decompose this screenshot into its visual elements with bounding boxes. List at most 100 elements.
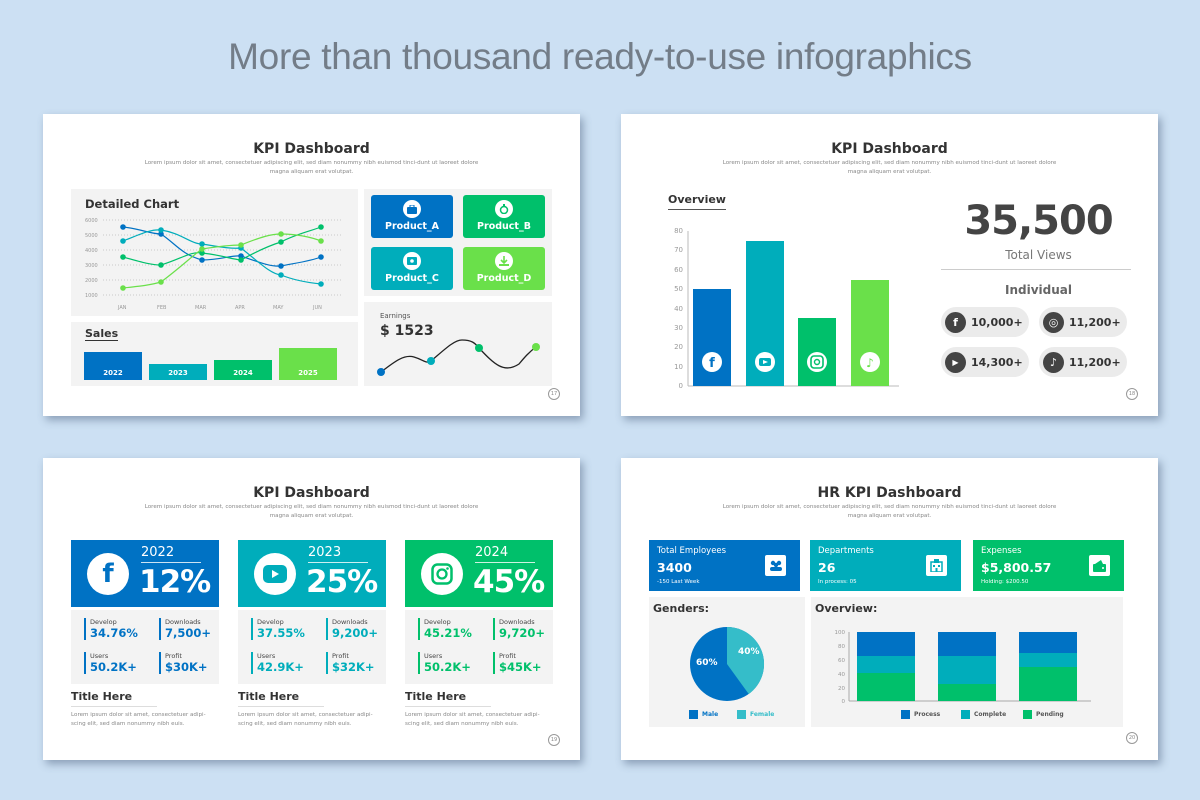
slide-subtitle: Lorem ipsum dolor sit amet, consectetuer… [144,504,479,519]
tiktok-icon: ♪ [1043,351,1064,373]
sales-bar: 2023 [149,364,207,380]
svg-text:3000: 3000 [85,263,98,269]
legend-pending: Pending [1023,710,1064,719]
svg-text:1000: 1000 [85,293,98,299]
overview-bar-chart: 80 70 60 50 40 30 20 10 0 f ♪ [674,227,899,390]
card-year: 2022 [141,545,201,563]
product-c-button[interactable]: Product_C [371,247,453,290]
stat-develop: Develop 37.55% [251,618,305,640]
svg-text:70: 70 [674,246,683,254]
stat-develop: Develop 34.76% [84,618,138,640]
download-icon [495,252,513,270]
svg-text:APR: APR [235,305,245,311]
divider [238,706,324,707]
product-label: Product_D [476,273,532,284]
users-icon [765,555,786,576]
card-percent: 12% [139,564,211,600]
kpi-value: $5,800.57 [981,560,1052,575]
briefcase-icon [403,200,421,218]
page-number: 18 [1126,388,1138,400]
card-description: Lorem ipsum dolor sit amet, consectetuer… [238,712,373,727]
total-employees-card: Total Employees 3400 -150 Last Week [649,540,800,591]
detailed-chart-title: Detailed Chart [85,197,180,211]
svg-text:40: 40 [674,305,683,313]
instagram-icon: ◎ [1043,311,1064,333]
kpi-card-2023: 2023 25% Develop 37.55% Downloads 9,200+ U… [238,540,386,729]
kpi-sub: -150 Last Week [657,579,700,585]
svg-text:80: 80 [838,644,845,650]
kpi-sub: Holding: $200.50 [981,579,1029,585]
youtube-icon: ▶ [945,351,966,373]
kpi-card-2024: 2024 45% Develop 45.21% Downloads 9,720+ U… [405,540,553,729]
youtube-icon [254,553,296,595]
stat-profit: Profit $30K+ [159,652,208,674]
detailed-chart-panel: Detailed Chart 6000 5000 4000 3000 2000 1000… [71,189,358,316]
sales-bar: 2025 [279,348,337,380]
male-percent: 60% [696,658,718,668]
pill-value: 10,000+ [971,315,1023,329]
slide-kpi-dashboard-17: KPI Dashboard Lorem ipsum dolor sit amet… [43,114,580,416]
product-a-button[interactable]: Product_A [371,195,453,238]
product-label: Product_B [477,221,531,232]
facebook-icon: f [87,553,129,595]
product-b-button[interactable]: Product_B [463,195,545,238]
total-views-value: 35,500 [964,198,1113,244]
stat-downloads: Downloads 9,200+ [326,618,378,640]
earnings-sparkline [377,339,540,376]
slide-subtitle: Lorem ipsum dolor sit amet, consectetuer… [144,160,479,175]
svg-text:♪: ♪ [866,356,874,370]
sales-bar-chart: 2022 2023 2024 2025 [84,346,340,380]
legend-process: Process [901,710,940,719]
svg-text:0: 0 [679,382,683,390]
hr-stacked-bar-chart: 100 80 60 40 20 0 [835,630,1091,705]
svg-text:30: 30 [674,324,683,332]
card-percent: 25% [306,564,378,600]
svg-text:0: 0 [842,699,846,705]
svg-text:40: 40 [838,672,845,678]
instagram-icon [421,553,463,595]
legend-male: Male [689,710,718,719]
sales-bar: 2022 [84,352,142,380]
genders-title: Genders: [653,602,710,615]
slide-subtitle: Lorem ipsum dolor sit amet, consectetuer… [722,160,1057,175]
genders-pie-chart [690,627,765,701]
total-views-label: Total Views [1005,248,1072,262]
slide-title: KPI Dashboard [831,141,948,157]
page-number: 20 [1126,732,1138,744]
svg-text:5000: 5000 [85,233,98,239]
kpi-value: 3400 [657,560,692,575]
card-stats: Develop 45.21% Downloads 9,720+ Users 50.2K… [405,610,553,684]
svg-text:2000: 2000 [85,278,98,284]
genders-panel: Genders: 60% 40% Male Female [649,597,805,727]
divider [71,706,157,707]
stat-profit: Profit $45K+ [493,652,542,674]
stat-downloads: Downloads 7,500+ [159,618,211,640]
youtube-views-pill: ▶ 14,300+ [941,347,1029,377]
svg-text:6000: 6000 [85,218,98,224]
products-panel: Product_A Product_B Product_C Product_D [364,189,552,296]
stat-users: Users 50.2K+ [84,652,137,674]
slide-subtitle: Lorem ipsum dolor sit amet, consectetuer… [722,504,1057,519]
wallet-icon [1089,555,1110,576]
card-title: Title Here [405,690,467,703]
female-percent: 40% [738,647,760,657]
tiktok-icon: ♪ [860,352,880,372]
svg-text:50: 50 [674,285,683,293]
kpi-title: Total Employees [657,546,727,556]
svg-text:10: 10 [674,363,683,371]
card-year: 2024 [475,545,535,563]
stat-profit: Profit $32K+ [326,652,375,674]
earnings-value: $ 1523 [380,323,434,339]
sales-title: Sales [85,327,119,341]
facebook-icon: f [702,352,722,372]
svg-text:80: 80 [674,227,683,235]
svg-text:20: 20 [838,686,845,692]
instagram-views-pill: ◎ 11,200+ [1039,307,1127,337]
slide-kpi-dashboard-18: KPI Dashboard Lorem ipsum dolor sit amet… [621,114,1158,416]
slide-title: HR KPI Dashboard [817,485,962,501]
pill-value: 11,200+ [1069,315,1121,329]
divider [941,269,1131,270]
card-stats: Develop 34.76% Downloads 7,500+ Users 50.2K… [71,610,219,684]
svg-text:FEB: FEB [157,305,167,311]
product-d-button[interactable]: Product_D [463,247,545,290]
